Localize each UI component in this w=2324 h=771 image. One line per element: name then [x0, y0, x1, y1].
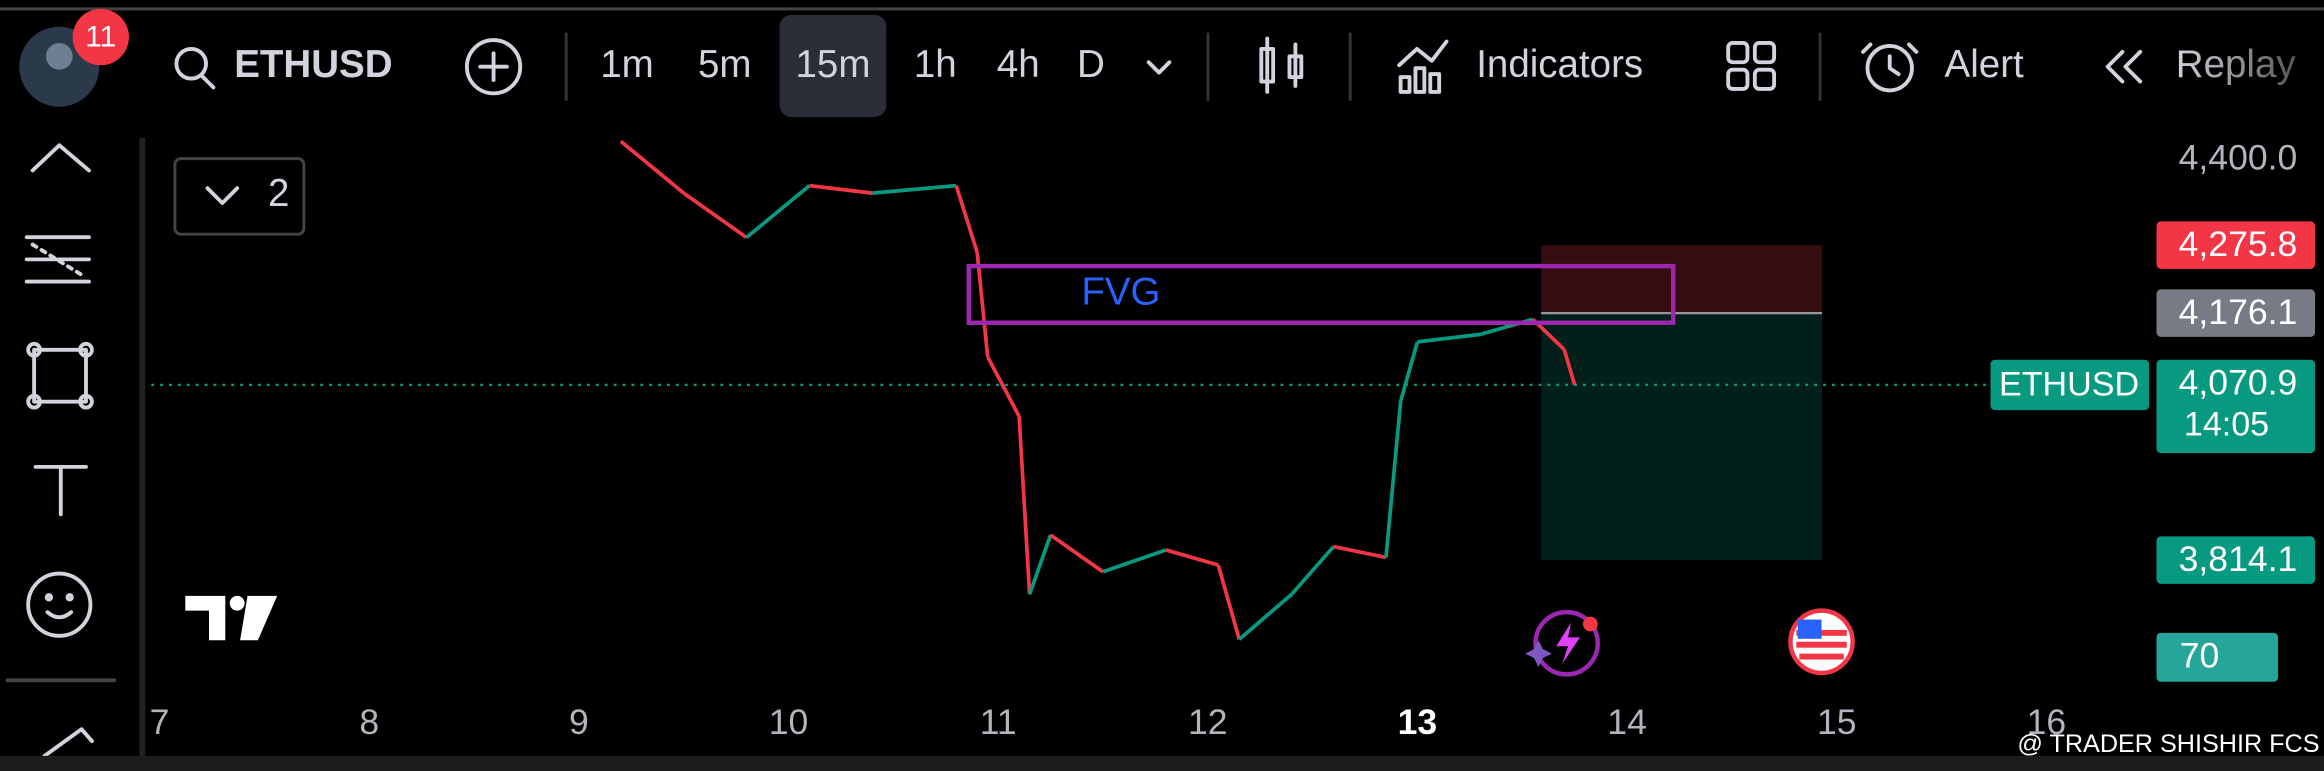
layout-icon[interactable]: [1726, 41, 1777, 91]
x-tick-label: 11: [980, 702, 1017, 742]
overlay: 4,400.0 7 8 9 10 11 12 13 14 15 16 4,275.8 4,176.1 3,…: [150, 138, 2316, 742]
x-tick-label: 7: [150, 702, 170, 742]
lightning-icon[interactable]: [1525, 609, 1600, 677]
watermark: @ TRADER SHISHIR FCS: [2017, 730, 2319, 758]
price-segment: [1049, 533, 1105, 574]
search-icon: [174, 46, 216, 90]
price-segment: [1102, 548, 1167, 574]
x-tick-label: 14: [1607, 702, 1647, 742]
price-segment: [1290, 545, 1335, 596]
price-segment: [619, 139, 685, 195]
price-segment: [1417, 332, 1481, 344]
badge-count: 11: [85, 20, 116, 53]
price-segment: [1017, 416, 1032, 595]
price-segment: [1165, 548, 1219, 567]
price-segment: [809, 183, 873, 195]
price-segment: [1384, 401, 1403, 558]
plot-area: FVG: [151, 139, 2150, 641]
price-segment: [682, 191, 748, 239]
x-tick-label: 10: [769, 702, 809, 742]
price-segment: [1238, 592, 1293, 641]
alert-button[interactable]: Alert: [1945, 43, 2024, 86]
price-badge-label: 3,814.1: [2179, 539, 2298, 579]
more-intervals[interactable]: [1146, 60, 1172, 75]
interval[interactable]: 1h: [914, 43, 957, 86]
price-badge: [2156, 221, 2316, 269]
price-segment: [975, 252, 990, 358]
y-tick-label: 4,400.0: [2179, 138, 2298, 178]
symbol-badge: [1990, 359, 2150, 411]
price-badge-label: 4,275.8: [2179, 224, 2298, 264]
symbol-badge-label: ETHUSD: [1999, 365, 2139, 403]
indicators-button[interactable]: Indicators: [1476, 43, 1643, 86]
last-price-badge: [2156, 359, 2316, 454]
price-badge: [2156, 289, 2316, 337]
target-zone: [1541, 313, 1823, 561]
interval[interactable]: D: [1077, 43, 1105, 86]
price-segment: [872, 183, 957, 195]
us-flag-icon[interactable]: [1788, 608, 1855, 676]
bottom-strip: [0, 755, 2324, 771]
avatar-head: [45, 42, 73, 70]
x-tick-label: 13: [1398, 702, 1438, 742]
indicators-icon: [1397, 39, 1449, 94]
price-segment: [1398, 341, 1420, 402]
interval[interactable]: 5m: [698, 43, 752, 86]
replay-button[interactable]: Replay: [2176, 43, 2297, 86]
stop-zone: [1541, 245, 1823, 314]
price-segment: [1333, 544, 1387, 560]
price-segment: [954, 185, 979, 254]
x-tick-label: 15: [1817, 702, 1857, 742]
price-segment: [1216, 564, 1242, 640]
interval[interactable]: 15m: [796, 43, 871, 86]
interval[interactable]: 4h: [997, 43, 1040, 86]
price-segment: [1027, 534, 1053, 595]
symbol[interactable]: ETHUSD: [234, 43, 392, 86]
legend-chevron: [205, 186, 240, 205]
x-tick-label: 16: [2027, 702, 2067, 742]
last-price-label: 4,070.9: [2179, 362, 2298, 402]
interval-selected: [779, 14, 887, 118]
fvg-label: FVG: [1081, 271, 1160, 314]
notification-badge: [72, 8, 129, 66]
x-tick-label: 9: [569, 702, 589, 742]
interval[interactable]: 1m: [600, 43, 654, 86]
chart-type-icon[interactable]: [1259, 36, 1304, 94]
add-symbol[interactable]: [464, 38, 523, 96]
volume-badge-label: 70: [2180, 635, 2220, 675]
x-tick-label: 8: [359, 702, 379, 742]
legend-toggle[interactable]: [173, 157, 306, 236]
x-tick-label: 12: [1188, 702, 1228, 742]
price-segment: [986, 355, 1021, 418]
price-badge-label: 4,176.1: [2179, 292, 2298, 332]
volume-badge: [2156, 632, 2279, 682]
price-segment: [745, 184, 811, 239]
replay-icon: [2105, 49, 2143, 84]
tv-logo: [185, 595, 278, 641]
countdown: 14:05: [2184, 405, 2269, 443]
alert-icon: [1861, 42, 1919, 93]
legend-count: 2: [268, 172, 289, 215]
fvg-box: [966, 263, 1676, 325]
left-toolbar: [5, 143, 117, 758]
intervals: 1m 5m 15m 1h 4h D: [600, 14, 1105, 118]
price-badge: [2156, 536, 2316, 584]
price-segment: [1562, 348, 1577, 386]
